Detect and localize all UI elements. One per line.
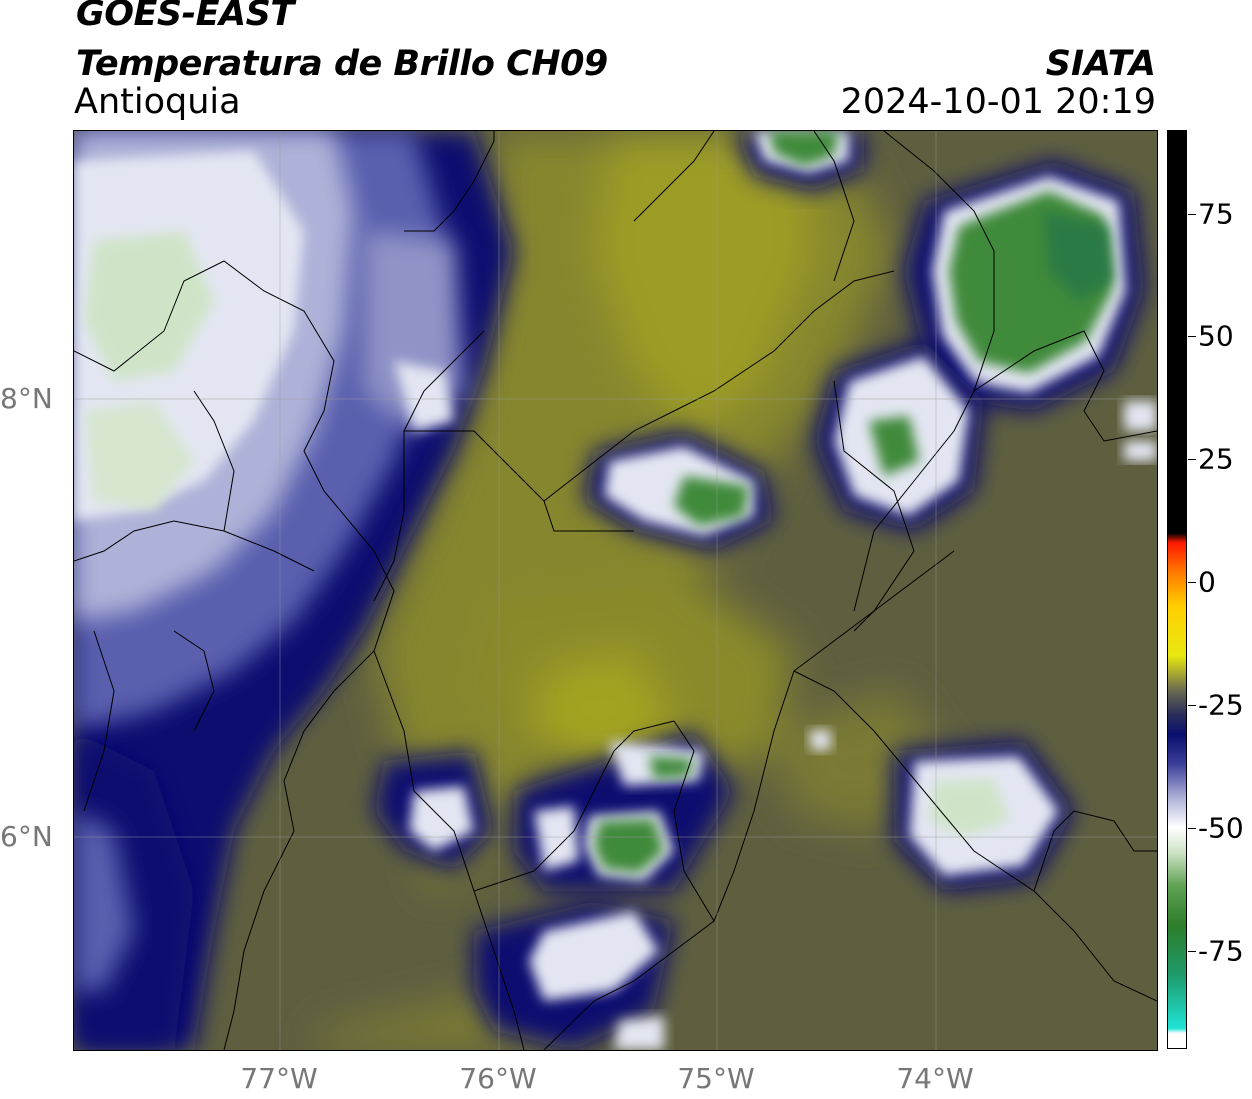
central-storm-cell	[584, 431, 774, 551]
colorbar-tick-label: 75	[1198, 197, 1234, 231]
colorbar	[1167, 130, 1187, 1049]
lat-label-8n: 8°N	[0, 382, 53, 415]
colorbar-tick-label: 25	[1198, 442, 1234, 476]
northern-storm-cell	[734, 131, 864, 191]
borders	[74, 131, 1157, 1050]
colorbar-tick-label: -50	[1198, 811, 1244, 845]
colorbar-tick-label: -75	[1198, 934, 1244, 968]
colorbar-tick-mark	[1188, 950, 1196, 952]
colorbar-tick-mark	[1188, 582, 1196, 584]
colorbar-tick-label: -25	[1198, 688, 1244, 722]
timestamp-label: 2024-10-01 20:19	[840, 82, 1156, 122]
colorbar-tick-mark	[1188, 704, 1196, 706]
mideast-storm-cell	[814, 341, 984, 531]
western-cloud-mass	[74, 131, 514, 1050]
colorbar-tick-label: 0	[1198, 565, 1216, 599]
gridlines	[74, 131, 1157, 1050]
organization-label: SIATA	[1045, 44, 1156, 84]
colorbar-tick-mark	[1188, 827, 1196, 829]
lon-label-77w: 77°W	[240, 1062, 318, 1095]
map-canvas	[74, 131, 1157, 1050]
product-title: Temperatura de Brillo CH09	[76, 44, 608, 84]
lon-label-75w: 75°W	[677, 1062, 755, 1095]
colorbar-tick-label: 50	[1198, 319, 1234, 353]
region-title: Antioquia	[74, 82, 241, 122]
colorbar-tick-mark	[1188, 336, 1196, 338]
northeast-storm-cell	[904, 161, 1144, 411]
colorbar-tick-mark	[1188, 459, 1196, 461]
lat-label-6n: 6°N	[0, 820, 53, 853]
lon-label-74w: 74°W	[896, 1062, 974, 1095]
lon-label-76w: 76°W	[459, 1062, 537, 1095]
satellite-title: GOES-EAST	[76, 0, 294, 34]
satellite-map[interactable]	[73, 130, 1158, 1051]
colorbar-tick-mark	[1188, 213, 1196, 215]
